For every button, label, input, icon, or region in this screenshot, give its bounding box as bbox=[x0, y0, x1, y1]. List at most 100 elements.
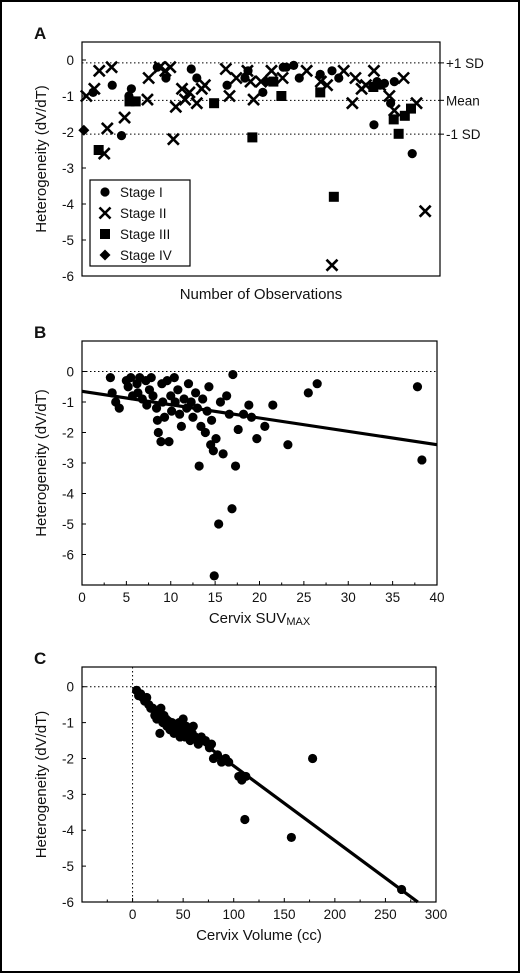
chart-c-x-tick-label: 250 bbox=[374, 907, 397, 922]
chart-c-y-tick-label: 0 bbox=[66, 680, 74, 695]
chart-a-stage-iii-point bbox=[368, 82, 379, 92]
chart-a-stage-iii-point bbox=[276, 91, 287, 101]
chart-b-x-axis-label-main: Cervix SUV bbox=[209, 610, 287, 627]
chart-a-stage-i-point bbox=[327, 66, 337, 76]
chart-a-stage-ii-point bbox=[254, 75, 268, 89]
chart-c-point bbox=[212, 750, 223, 760]
chart-b: B 0 -1 -2 -3 -4 -5 -6 0 5 10 15 20 25 30 35 40 Heterogene… bbox=[33, 323, 445, 628]
chart-a-y-tick-label: -3 bbox=[62, 161, 74, 176]
chart-a-stage-ii-point bbox=[198, 78, 212, 92]
chart-a-stage-iii-point bbox=[124, 96, 135, 107]
chart-b-point bbox=[188, 412, 198, 422]
chart-a-stage-i-point bbox=[116, 131, 127, 141]
chart-b-point bbox=[152, 415, 163, 425]
chart-c-point bbox=[188, 721, 198, 731]
chart-a-stage-ii-point bbox=[382, 89, 396, 103]
chart-c-y-tick-label: -5 bbox=[62, 859, 74, 874]
chart-a-stage-ii-point bbox=[87, 82, 101, 96]
chart-c-x-tick-label: 50 bbox=[176, 907, 191, 922]
chart-b-point bbox=[417, 455, 427, 465]
chart-b-point bbox=[222, 391, 232, 401]
chart-a-stage-ii-point bbox=[118, 111, 132, 125]
chart-b-point bbox=[156, 437, 166, 447]
chart-b-point bbox=[204, 382, 214, 392]
chart-a-stage-ii-point bbox=[169, 100, 183, 114]
chart-b-point bbox=[215, 397, 226, 407]
chart-c-x-tick-label: 150 bbox=[273, 907, 296, 922]
chart-b-y-tick-label: -2 bbox=[62, 426, 74, 441]
chart-a-stage-i-point bbox=[289, 60, 299, 70]
chart-a-legend-marker bbox=[98, 206, 112, 220]
chart-a-stage-ii-point bbox=[100, 121, 114, 135]
chart-a-legend-label: Stage III bbox=[120, 227, 170, 242]
chart-a-stage-ii-point bbox=[418, 204, 432, 218]
chart-b-y-tick-label: -3 bbox=[62, 456, 74, 471]
chart-c-panel-label: C bbox=[34, 649, 46, 668]
chart-a-stage-iii-point bbox=[130, 96, 141, 107]
chart-a-stage-iii-point bbox=[393, 128, 404, 139]
chart-a-stage-ii-point bbox=[163, 60, 177, 74]
chart-a-stage-ii-point bbox=[190, 96, 204, 110]
chart-b-y-tick-label: 0 bbox=[66, 365, 74, 380]
chart-b-point bbox=[244, 400, 254, 410]
chart-b-y-tick-label: -1 bbox=[62, 395, 74, 410]
chart-a-stage-iii-point bbox=[209, 98, 220, 109]
chart-a-stage-ii-point bbox=[142, 71, 156, 85]
chart-a-stage-ii-point bbox=[223, 89, 236, 103]
chart-b-point bbox=[192, 403, 202, 413]
chart-b-x-axis-label-subscript: MAX bbox=[286, 616, 311, 628]
chart-b-x-axis-label: Cervix SUVMAX bbox=[209, 610, 311, 628]
chart-a-stage-iv-point bbox=[78, 124, 90, 136]
chart-a-stage-ii-point bbox=[229, 71, 243, 85]
chart-a-stage-ii-point bbox=[397, 71, 411, 85]
chart-b-y-axis-label: Heterogeneity (dV/dT) bbox=[33, 389, 50, 537]
chart-a-stage-i-point bbox=[258, 87, 268, 97]
chart-a-stage-i-point bbox=[186, 64, 196, 74]
chart-a-legend-marker bbox=[100, 229, 110, 239]
chart-b-point bbox=[153, 427, 163, 438]
chart-b-x-tick-label: 20 bbox=[252, 590, 267, 605]
chart-a-stage-iii-point bbox=[388, 114, 399, 125]
chart-b-point bbox=[114, 403, 124, 413]
chart-b-point bbox=[209, 571, 219, 581]
chart-b-point bbox=[218, 449, 228, 459]
chart-b-point bbox=[164, 437, 174, 447]
chart-c-point bbox=[156, 703, 166, 713]
chart-b-point bbox=[162, 376, 172, 386]
chart-b-point bbox=[230, 461, 241, 471]
chart-b-x-tick-label: 35 bbox=[385, 590, 400, 605]
chart-a-stage-i-point bbox=[334, 73, 344, 83]
chart-b-point bbox=[151, 403, 162, 413]
chart-c-point bbox=[286, 832, 296, 843]
chart-b-point bbox=[412, 382, 423, 392]
chart-c-y-tick-label: -6 bbox=[62, 895, 74, 910]
chart-b-point bbox=[268, 400, 278, 410]
chart-b-point bbox=[252, 434, 262, 444]
chart-c: C 0 -1 -2 -3 -4 -5 -6 0 50 100 150 200 250 300 Heteroge… bbox=[33, 649, 447, 944]
chart-a-stage-i-point bbox=[369, 120, 379, 130]
chart-a-stage-i-point bbox=[152, 62, 162, 72]
chart-b-point bbox=[126, 373, 136, 383]
chart-b-point bbox=[228, 369, 238, 380]
chart-c-point bbox=[308, 753, 318, 764]
chart-a-panel-label: A bbox=[34, 24, 46, 43]
chart-b-panel-label: B bbox=[34, 323, 46, 342]
chart-b-point bbox=[186, 397, 196, 407]
chart-a-y-tick-label: -5 bbox=[62, 233, 74, 248]
chart-b-point bbox=[194, 461, 204, 471]
chart-b-x-tick-label: 5 bbox=[123, 590, 131, 605]
chart-a-stage-i-point bbox=[281, 62, 291, 72]
chart-b-point bbox=[105, 373, 115, 383]
chart-a-stage-ii-point bbox=[314, 75, 328, 89]
chart-b-point bbox=[148, 391, 158, 401]
chart-c-x-tick-label: 100 bbox=[222, 907, 245, 922]
chart-b-point bbox=[170, 397, 180, 407]
chart-c-point bbox=[155, 728, 165, 738]
chart-a-y-tick-label: -2 bbox=[62, 125, 74, 140]
chart-b-point bbox=[238, 409, 249, 419]
chart-b-point bbox=[158, 397, 168, 407]
chart-b-point bbox=[179, 394, 189, 404]
chart-a-stage-ii-point bbox=[300, 64, 314, 78]
chart-b-point bbox=[142, 400, 152, 410]
